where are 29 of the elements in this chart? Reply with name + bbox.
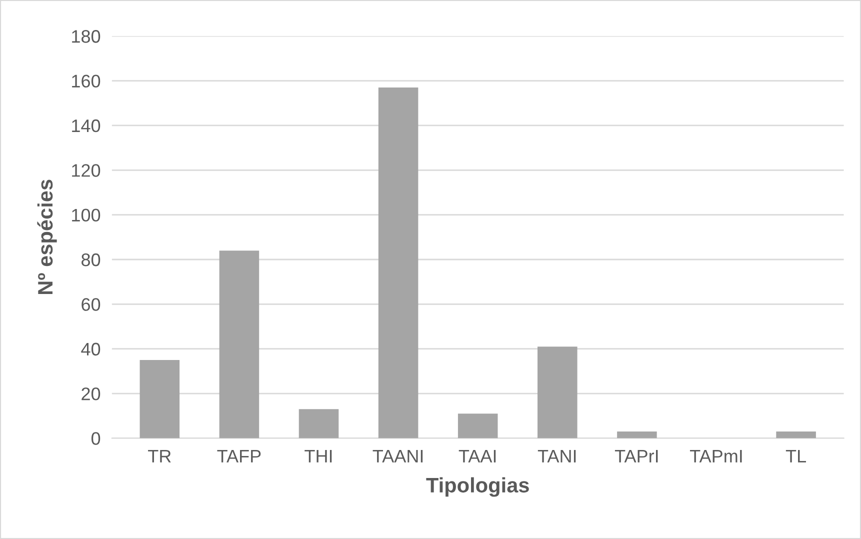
bar xyxy=(298,409,339,438)
x-axis-title: Tipologias xyxy=(426,477,529,497)
y-tick-label: 180 xyxy=(72,30,100,43)
x-tick-label: TL xyxy=(786,450,806,462)
bar xyxy=(458,414,498,438)
x-tick-label: TR xyxy=(148,450,171,462)
y-tick-label: 160 xyxy=(72,74,100,88)
x-tick-label: TAFP xyxy=(217,450,261,462)
bar xyxy=(617,432,657,438)
bar xyxy=(140,360,180,438)
y-tick-label: 140 xyxy=(72,119,100,132)
y-tick-label: 100 xyxy=(72,208,100,222)
y-tick-label: 0 xyxy=(91,432,100,445)
x-tick-label: TAPmI xyxy=(690,450,742,462)
y-tick-label: 120 xyxy=(72,164,100,177)
y-axis-title: Nº espécies xyxy=(37,180,57,294)
x-tick-label: THI xyxy=(304,450,332,462)
bar xyxy=(378,87,418,438)
y-tick-label: 40 xyxy=(81,342,100,356)
y-tick-label: 20 xyxy=(82,387,100,400)
bar xyxy=(219,250,260,438)
x-tick-label: TAPrI xyxy=(614,450,658,462)
x-tick-label: TANI xyxy=(538,450,576,462)
bar xyxy=(776,432,816,438)
bar xyxy=(538,346,578,438)
y-tick-label: 60 xyxy=(82,298,100,311)
y-tick-label: 80 xyxy=(82,253,100,266)
x-tick-label: TAANI xyxy=(372,450,423,462)
x-tick-label: TAAI xyxy=(458,450,496,462)
